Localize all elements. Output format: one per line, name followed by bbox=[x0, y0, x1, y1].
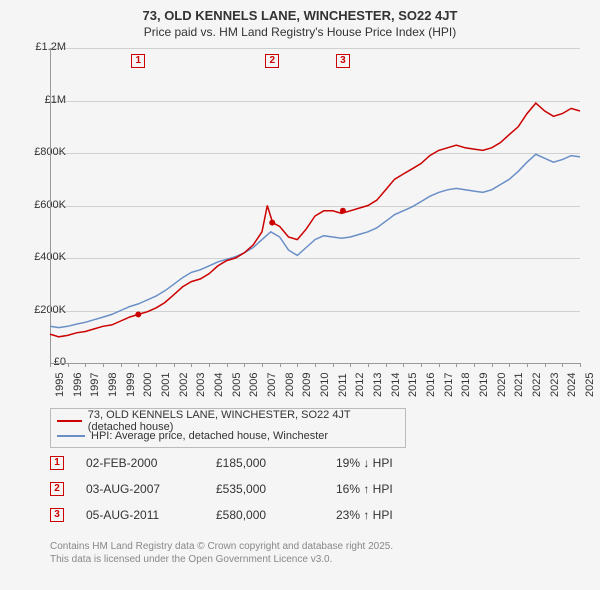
marker-label: 3 bbox=[336, 54, 350, 68]
transaction-price: £185,000 bbox=[216, 456, 336, 470]
transaction-row: 1 02-FEB-2000£185,00019% ↓ HPI bbox=[50, 450, 436, 476]
marker-point bbox=[135, 311, 141, 317]
legend-swatch bbox=[57, 420, 82, 422]
legend-item: 73, OLD KENNELS LANE, WINCHESTER, SO22 4… bbox=[57, 413, 399, 428]
transaction-marker: 2 bbox=[50, 482, 64, 496]
transaction-date: 03-AUG-2007 bbox=[86, 482, 216, 496]
transaction-price: £535,000 bbox=[216, 482, 336, 496]
marker-label: 2 bbox=[265, 54, 279, 68]
series-hpi bbox=[50, 154, 580, 327]
transaction-date: 02-FEB-2000 bbox=[86, 456, 216, 470]
footer-text: Contains HM Land Registry data © Crown c… bbox=[50, 540, 393, 566]
transactions-table: 1 02-FEB-2000£185,00019% ↓ HPI 2 03-AUG-200… bbox=[50, 450, 436, 528]
transaction-price: £580,000 bbox=[216, 508, 336, 522]
transaction-hpi: 19% ↓ HPI bbox=[336, 456, 436, 470]
footer-line: Contains HM Land Registry data © Crown c… bbox=[50, 540, 393, 553]
series-property bbox=[50, 103, 580, 337]
transaction-hpi: 16% ↑ HPI bbox=[336, 482, 436, 496]
transaction-date: 05-AUG-2011 bbox=[86, 508, 216, 522]
marker-point bbox=[340, 208, 346, 214]
transaction-row: 2 03-AUG-2007£535,00016% ↑ HPI bbox=[50, 476, 436, 502]
legend-label: HPI: Average price, detached house, Winc… bbox=[91, 430, 328, 442]
marker-point bbox=[269, 220, 275, 226]
transaction-marker: 1 bbox=[50, 456, 64, 470]
marker-label: 1 bbox=[131, 54, 145, 68]
transaction-marker: 3 bbox=[50, 508, 64, 522]
legend-swatch bbox=[57, 435, 85, 437]
footer-line: This data is licensed under the Open Gov… bbox=[50, 553, 393, 566]
legend: 73, OLD KENNELS LANE, WINCHESTER, SO22 4… bbox=[50, 408, 406, 448]
chart-svg bbox=[0, 0, 600, 410]
transaction-row: 3 05-AUG-2011£580,00023% ↑ HPI bbox=[50, 502, 436, 528]
transaction-hpi: 23% ↑ HPI bbox=[336, 508, 436, 522]
